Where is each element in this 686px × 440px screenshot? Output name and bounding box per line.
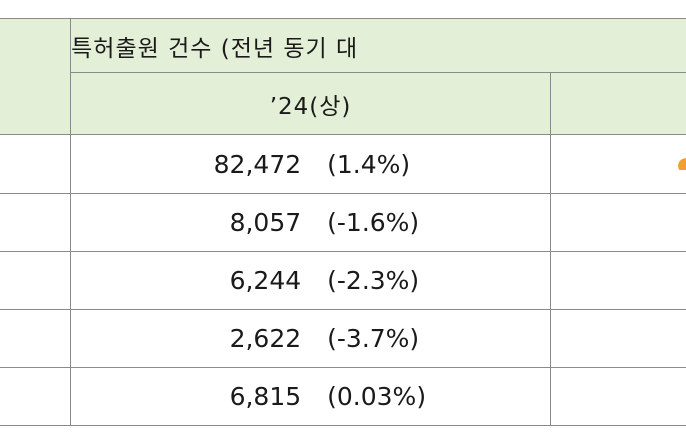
table-row: 6,244 (-2.3%) xyxy=(0,251,686,310)
header-title: 특허출원 건수 (전년 동기 대 xyxy=(70,18,686,73)
table-row: 8,057 (-1.6%) xyxy=(0,193,686,252)
application-count: 82,472 xyxy=(213,149,302,179)
next-value-cell xyxy=(549,309,686,368)
row-label-cell xyxy=(0,193,72,252)
next-value-cell xyxy=(549,193,686,252)
row-label-cell xyxy=(0,134,72,194)
next-value-cell xyxy=(549,134,686,194)
application-count: 2,622 xyxy=(229,324,302,353)
table-row: 82,472 (1.4%) xyxy=(0,134,686,194)
cropped-highlight-mark: ● xyxy=(677,152,686,170)
row-label-cell xyxy=(0,367,72,426)
yoy-change: (-3.7%) xyxy=(327,324,420,353)
header-row-columns: ’24(상) xyxy=(0,72,686,135)
application-count: 6,244 xyxy=(229,266,302,295)
value-cell: 2,622 (-3.7%) xyxy=(70,309,551,368)
yoy-change: (-2.3%) xyxy=(327,266,420,295)
row-label-cell xyxy=(0,309,72,368)
application-count: 8,057 xyxy=(229,208,302,237)
table-row: 2,622 (-3.7%) xyxy=(0,309,686,368)
row-label-cell xyxy=(0,251,72,310)
value-cell: 8,057 (-1.6%) xyxy=(70,193,551,252)
row-label-header-cell xyxy=(0,18,72,135)
yoy-change: (-1.6%) xyxy=(327,208,420,237)
next-value-cell xyxy=(549,251,686,310)
value-cell: 82,472 (1.4%) xyxy=(70,134,551,194)
yoy-change: (1.4%) xyxy=(327,149,411,179)
column-header-next xyxy=(549,72,686,135)
application-count: 6,815 xyxy=(229,382,302,411)
table-row: 6,815 (0.03%) xyxy=(0,367,686,426)
patent-applications-table: 특허출원 건수 (전년 동기 대 ’24(상) 82,472 (1.4%) 8,0… xyxy=(0,18,686,426)
column-header-24h1: ’24(상) xyxy=(70,72,551,135)
value-cell: 6,244 (-2.3%) xyxy=(70,251,551,310)
value-cell: 6,815 (0.03%) xyxy=(70,367,551,426)
yoy-change: (0.03%) xyxy=(327,382,427,411)
header-row-title: 특허출원 건수 (전년 동기 대 xyxy=(0,18,686,135)
next-value-cell xyxy=(549,367,686,426)
